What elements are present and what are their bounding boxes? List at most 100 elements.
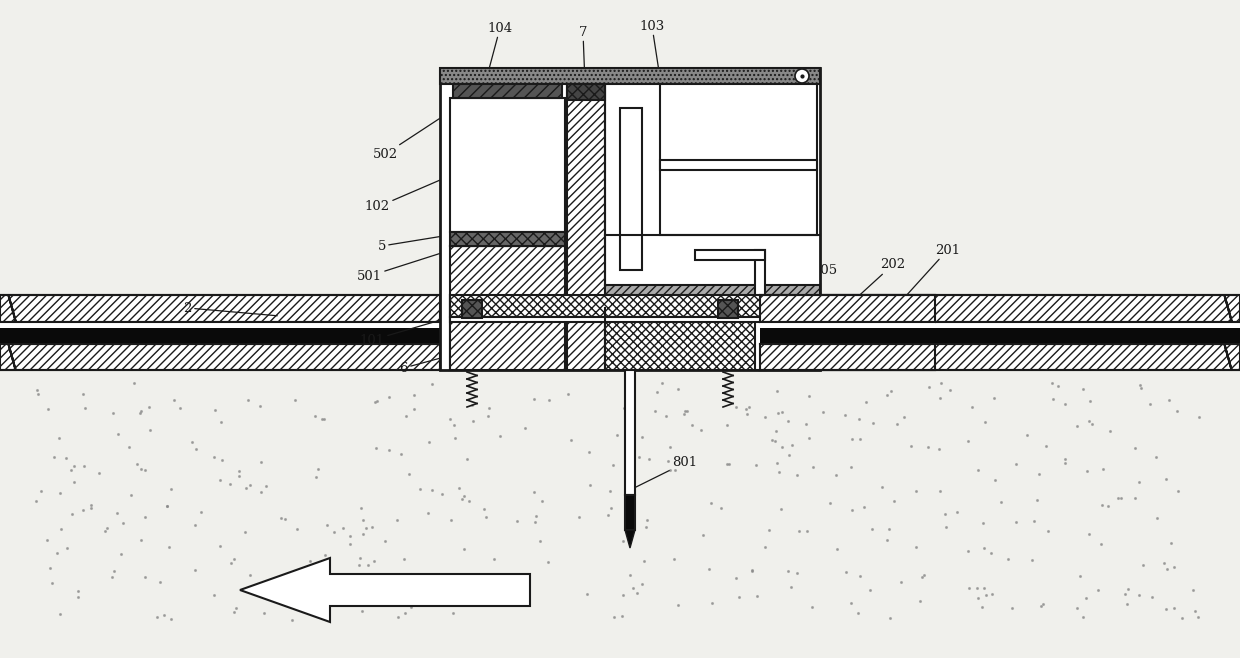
Point xyxy=(110,549,130,559)
Point xyxy=(1189,411,1209,422)
Point xyxy=(773,442,792,453)
Point xyxy=(880,386,900,396)
Point xyxy=(1035,440,1055,451)
Point xyxy=(308,463,327,474)
Point xyxy=(74,403,94,413)
Point xyxy=(161,614,181,624)
Point xyxy=(362,522,382,532)
Point xyxy=(45,451,64,462)
Point xyxy=(675,408,694,418)
Point xyxy=(702,597,722,608)
Point xyxy=(1083,418,1102,429)
Point xyxy=(652,378,672,389)
Bar xyxy=(760,344,1240,370)
Point xyxy=(603,459,622,470)
Bar xyxy=(463,300,482,318)
Point xyxy=(779,449,799,460)
Point xyxy=(1147,513,1167,523)
Point xyxy=(37,534,57,545)
Point xyxy=(884,496,904,507)
Point xyxy=(614,590,634,600)
Point xyxy=(334,523,353,534)
Bar xyxy=(450,317,790,322)
Bar xyxy=(440,68,820,370)
Point xyxy=(877,535,897,545)
Point xyxy=(1167,406,1187,417)
Point xyxy=(525,393,544,404)
Point xyxy=(507,515,527,526)
Point xyxy=(1029,469,1049,480)
Point xyxy=(777,415,797,426)
Point xyxy=(402,569,422,580)
Point xyxy=(449,483,469,494)
Bar xyxy=(760,328,1240,344)
Point xyxy=(768,386,787,396)
Point xyxy=(1094,464,1114,474)
Point xyxy=(1168,486,1188,496)
Point xyxy=(161,484,181,495)
Point xyxy=(88,468,108,478)
Bar xyxy=(625,370,635,495)
Point xyxy=(632,578,652,589)
Point xyxy=(1092,499,1112,510)
Point xyxy=(611,611,631,621)
Point xyxy=(968,465,988,476)
Point xyxy=(849,434,869,445)
Point xyxy=(981,547,1001,558)
Point xyxy=(841,598,861,609)
Point xyxy=(234,526,254,537)
Point xyxy=(1091,539,1111,549)
Point xyxy=(667,384,687,395)
Point xyxy=(26,385,46,395)
Point xyxy=(888,418,908,429)
Point xyxy=(1118,584,1138,595)
Point xyxy=(986,474,1006,485)
Bar xyxy=(0,328,440,344)
Point xyxy=(290,603,310,613)
Point xyxy=(755,542,775,552)
Circle shape xyxy=(795,69,808,83)
Point xyxy=(1111,493,1131,503)
Point xyxy=(600,486,620,496)
Point xyxy=(1156,474,1176,484)
Point xyxy=(270,513,290,523)
Point xyxy=(237,482,257,493)
Point xyxy=(120,490,140,501)
Point xyxy=(842,434,862,444)
Point xyxy=(973,543,993,553)
Point xyxy=(51,524,71,534)
Point xyxy=(454,491,474,501)
Point xyxy=(877,390,897,401)
Point xyxy=(1006,517,1025,527)
Point xyxy=(1156,603,1176,614)
Point xyxy=(1116,588,1136,599)
Point xyxy=(931,378,951,388)
Point xyxy=(768,407,787,418)
Point xyxy=(1125,443,1145,453)
Point xyxy=(656,411,676,421)
Bar xyxy=(567,84,605,100)
Point xyxy=(637,515,657,525)
Point xyxy=(804,462,823,472)
Point xyxy=(352,605,372,616)
Point xyxy=(191,507,211,518)
Point xyxy=(1024,516,1044,526)
Point xyxy=(275,515,295,525)
Point xyxy=(42,578,62,588)
Text: 801: 801 xyxy=(632,457,697,489)
Text: 104: 104 xyxy=(486,22,512,82)
Point xyxy=(998,554,1018,565)
Point xyxy=(717,420,737,430)
Point xyxy=(211,475,231,486)
Point xyxy=(57,542,77,553)
Bar xyxy=(440,68,820,84)
Point xyxy=(799,432,818,443)
Point xyxy=(631,432,651,442)
Point xyxy=(365,397,384,407)
Point xyxy=(502,574,522,584)
Point xyxy=(205,451,224,462)
Point xyxy=(419,437,439,447)
Point xyxy=(358,559,378,570)
Point xyxy=(130,408,150,418)
Point xyxy=(701,497,720,508)
